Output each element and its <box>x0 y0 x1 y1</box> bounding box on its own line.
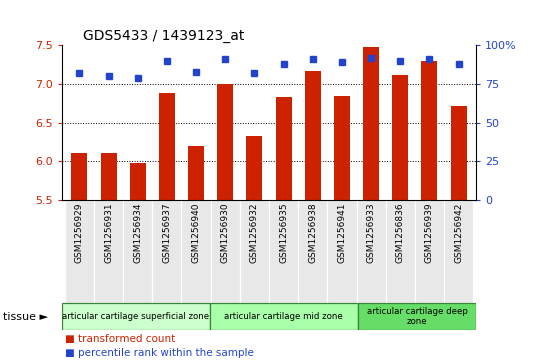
Bar <box>123 200 152 303</box>
Bar <box>421 61 437 200</box>
Bar <box>305 71 321 200</box>
Text: GSM1256930: GSM1256930 <box>221 203 230 264</box>
Text: articular cartilage mid zone: articular cartilage mid zone <box>224 312 343 321</box>
Bar <box>217 84 233 200</box>
Bar <box>327 200 357 303</box>
Bar <box>65 200 94 303</box>
Bar <box>392 75 408 200</box>
Text: GSM1256940: GSM1256940 <box>192 203 201 263</box>
Bar <box>188 146 204 200</box>
Text: GSM1256836: GSM1256836 <box>396 203 405 264</box>
Text: GSM1256942: GSM1256942 <box>454 203 463 263</box>
Bar <box>357 200 386 303</box>
Bar <box>211 200 240 303</box>
Text: GSM1256934: GSM1256934 <box>133 203 142 263</box>
Text: GSM1256935: GSM1256935 <box>279 203 288 264</box>
Text: tissue ►: tissue ► <box>3 312 48 322</box>
Text: ■ percentile rank within the sample: ■ percentile rank within the sample <box>65 348 253 358</box>
Text: GSM1256937: GSM1256937 <box>162 203 172 264</box>
Bar <box>101 153 117 200</box>
Text: GSM1256941: GSM1256941 <box>337 203 346 263</box>
Bar <box>94 200 123 303</box>
Bar <box>444 200 473 303</box>
Bar <box>269 200 298 303</box>
Text: GSM1256939: GSM1256939 <box>425 203 434 264</box>
Bar <box>334 95 350 200</box>
Bar <box>72 153 87 200</box>
Text: GSM1256931: GSM1256931 <box>104 203 113 264</box>
Bar <box>415 200 444 303</box>
Text: GSM1256933: GSM1256933 <box>366 203 376 264</box>
Text: GSM1256929: GSM1256929 <box>75 203 84 263</box>
Bar <box>246 136 263 200</box>
Bar <box>386 200 415 303</box>
Text: GDS5433 / 1439123_at: GDS5433 / 1439123_at <box>83 29 244 43</box>
Text: GSM1256932: GSM1256932 <box>250 203 259 263</box>
Text: articular cartilage superficial zone: articular cartilage superficial zone <box>62 312 209 321</box>
Bar <box>62 303 210 330</box>
Bar <box>451 106 466 200</box>
Text: ■ transformed count: ■ transformed count <box>65 334 175 344</box>
Bar <box>358 303 476 330</box>
Text: articular cartilage deep
zone: articular cartilage deep zone <box>366 307 468 326</box>
Bar <box>363 47 379 200</box>
Bar <box>210 303 358 330</box>
Bar <box>240 200 269 303</box>
Bar <box>152 200 181 303</box>
Bar <box>130 163 146 200</box>
Text: GSM1256938: GSM1256938 <box>308 203 317 264</box>
Bar <box>181 200 211 303</box>
Bar <box>298 200 327 303</box>
Bar <box>275 97 292 200</box>
Bar <box>159 93 175 200</box>
